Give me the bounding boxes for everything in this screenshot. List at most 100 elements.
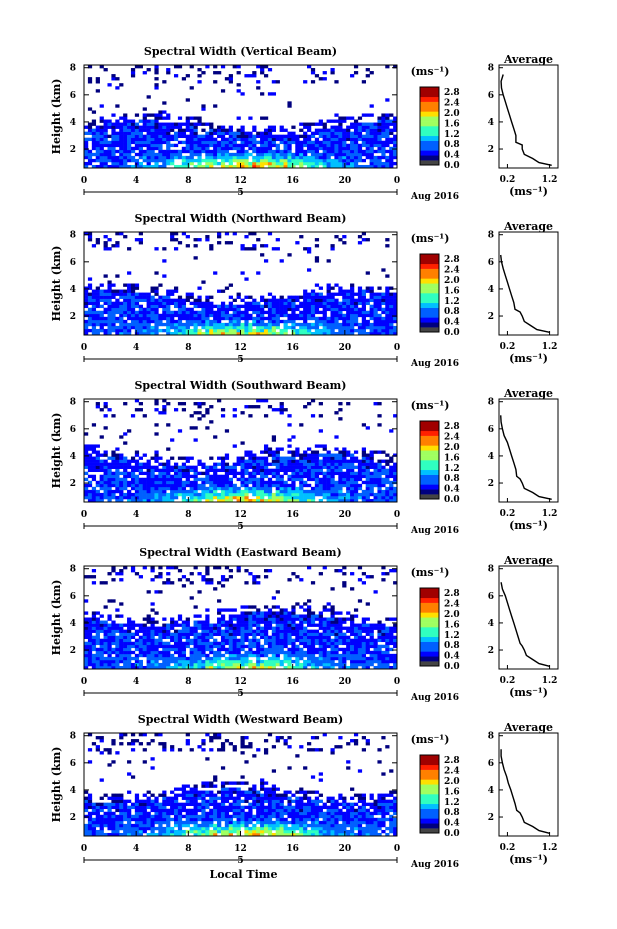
heatmap-cell	[217, 325, 222, 330]
heatmap-cell	[322, 161, 327, 166]
heatmap-cell	[103, 641, 108, 646]
heatmap-cell	[287, 301, 292, 306]
heatmap-cell	[181, 584, 187, 588]
heatmap-cell	[189, 307, 194, 312]
heatmap-cell	[181, 331, 187, 336]
heatmap-cell	[217, 662, 222, 667]
heatmap-cell	[307, 143, 312, 148]
heatmap-cell	[84, 641, 89, 646]
heatmap-cell	[115, 480, 120, 485]
heatmap-cell	[173, 638, 179, 643]
heatmap-cell	[385, 468, 390, 473]
heatmap-cell	[326, 292, 331, 296]
heatmap-cell	[138, 241, 143, 245]
heatmap-cell	[263, 325, 269, 330]
avg-y-tick-label: 8	[488, 398, 494, 408]
heatmap-cell	[334, 623, 339, 627]
heatmap-cell	[213, 623, 218, 627]
heatmap-cell	[189, 143, 194, 148]
heatmap-cell	[99, 486, 104, 491]
heatmap-cell	[307, 471, 312, 476]
heatmap-cell	[295, 152, 300, 157]
heatmap-cell	[197, 298, 202, 302]
heatmap-cell	[314, 641, 320, 646]
heatmap-cell	[197, 417, 202, 421]
heatmap-cell	[99, 328, 104, 333]
heatmap-cell	[248, 322, 253, 327]
heatmap-cell	[283, 164, 288, 169]
heatmap-cell	[299, 629, 304, 633]
heatmap-cell	[240, 641, 245, 646]
heatmap-cell	[84, 492, 89, 497]
heatmap-cell	[138, 641, 143, 646]
heatmap-cell	[260, 143, 265, 148]
heatmap-cell	[353, 665, 359, 670]
heatmap-cell	[353, 316, 359, 321]
heatmap-cell	[338, 152, 343, 157]
heatmap-cell	[338, 489, 343, 494]
heatmap-cell	[307, 617, 312, 621]
heatmap-cell	[365, 146, 370, 151]
heatmap-cell	[154, 68, 159, 72]
heatmap-cell	[291, 295, 296, 299]
heatmap-cell	[213, 128, 218, 132]
heatmap-cell	[263, 486, 269, 491]
heatmap-cell	[127, 653, 132, 658]
heatmap-cell	[267, 155, 273, 160]
heatmap-cell	[314, 143, 320, 148]
heatmap-cell	[130, 322, 136, 327]
heatmap-cell	[353, 647, 359, 652]
heatmap-cell	[107, 304, 112, 309]
heatmap-cell	[220, 477, 226, 482]
heatmap-cell	[217, 235, 222, 239]
heatmap-cell	[107, 319, 112, 324]
heatmap-cell	[84, 161, 89, 166]
heatmap-cell	[318, 402, 323, 406]
heatmap-cell	[84, 432, 89, 436]
heatmap-cell	[334, 632, 339, 636]
heatmap-cell	[256, 608, 261, 612]
heatmap-cell	[256, 65, 261, 69]
heatmap-cell	[369, 125, 374, 129]
heatmap-cell	[291, 456, 296, 460]
heatmap-cell	[154, 489, 159, 494]
heatmap-cell	[91, 611, 97, 615]
heatmap-cell	[330, 137, 335, 142]
heatmap-cell	[123, 143, 128, 148]
heatmap-cell	[138, 629, 143, 633]
heatmap-cell	[220, 313, 226, 318]
heatmap-cell	[326, 134, 331, 139]
heatmap-cell	[322, 489, 327, 494]
heatmap-cell	[393, 495, 398, 500]
heatmap-cell	[103, 480, 108, 485]
heatmap-cell	[87, 310, 93, 315]
heatmap-cell	[240, 629, 245, 633]
heatmap-cell	[295, 328, 300, 333]
heatmap-cell	[217, 232, 222, 236]
heatmap-cell	[213, 328, 218, 333]
heatmap-cell	[338, 450, 343, 454]
heatmap-cell	[154, 626, 159, 630]
colorbar-bin	[420, 140, 439, 146]
heatmap-cell	[193, 426, 198, 430]
heatmap-cell	[267, 480, 273, 485]
heatmap-cell	[361, 304, 366, 309]
heatmap-cell	[334, 435, 339, 439]
heatmap-cell	[232, 155, 237, 160]
heatmap-cell	[166, 316, 171, 321]
heatmap-cell	[275, 80, 280, 84]
heatmap-cell	[217, 629, 222, 633]
heatmap-cell	[287, 253, 292, 257]
heatmap-cell	[350, 465, 355, 469]
heatmap-cell	[252, 474, 257, 479]
heatmap-cell	[283, 489, 288, 494]
heatmap-cell	[267, 161, 273, 166]
heatmap-cell	[150, 465, 155, 469]
heatmap-cell	[103, 289, 108, 293]
heatmap-cell	[150, 471, 155, 476]
heatmap-cell	[91, 498, 97, 503]
heatmap-cell	[353, 328, 359, 333]
date-label: Aug 2016	[410, 359, 459, 369]
heatmap-cell	[256, 80, 261, 84]
heatmap-cell	[373, 137, 378, 142]
